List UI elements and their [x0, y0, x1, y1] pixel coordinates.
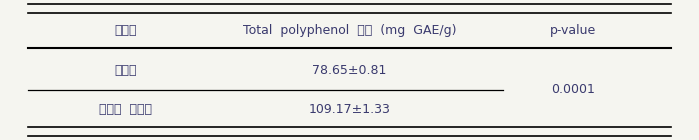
Text: 공심채  소르베: 공심채 소르베: [99, 103, 152, 116]
Text: Total  polyphenol  함량  (mg  GAE/g): Total polyphenol 함량 (mg GAE/g): [243, 24, 456, 37]
Text: 109.17±1.33: 109.17±1.33: [308, 103, 391, 116]
Text: 78.65±0.81: 78.65±0.81: [312, 64, 387, 76]
Text: 실험군: 실험군: [115, 24, 137, 37]
Text: 소르베: 소르베: [115, 64, 137, 76]
Text: 0.0001: 0.0001: [552, 83, 595, 96]
Text: p-value: p-value: [550, 24, 596, 37]
